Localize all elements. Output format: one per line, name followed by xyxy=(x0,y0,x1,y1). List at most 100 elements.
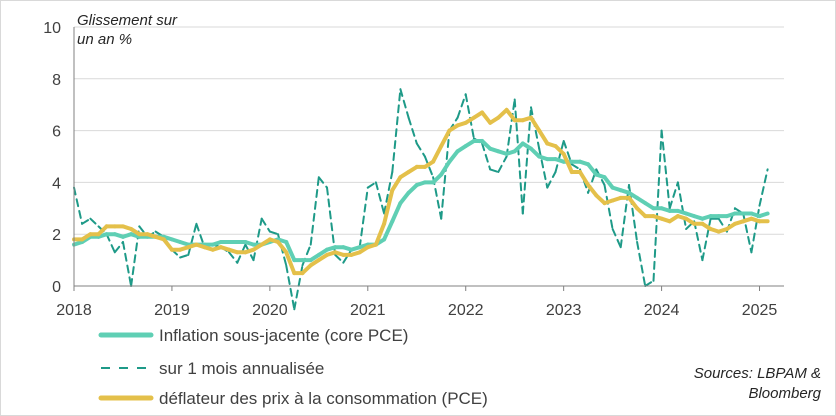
series-1-segment xyxy=(758,168,769,207)
series-layer xyxy=(72,88,770,311)
series-1-segment xyxy=(432,176,443,220)
series-1-segment xyxy=(260,217,271,233)
series-1-segment xyxy=(391,88,402,173)
series-1-segment xyxy=(73,186,84,225)
y-axis-label: un an % xyxy=(77,31,132,48)
series-1-segment xyxy=(481,142,492,171)
series-2-segment xyxy=(373,221,387,247)
series-2-segment xyxy=(537,128,550,146)
series-1-segment xyxy=(358,186,369,249)
legend-label-1: sur 1 mois annualisée xyxy=(159,359,324,378)
series-1-segment xyxy=(366,181,377,189)
series-1-segment xyxy=(301,243,312,267)
series-1-segment xyxy=(456,93,467,119)
series-1-segment xyxy=(415,142,426,158)
series-1-segment xyxy=(464,93,475,140)
y-tick-label: 8 xyxy=(52,72,61,89)
y-tick-label: 2 xyxy=(52,227,61,244)
x-tick-label: 2021 xyxy=(350,302,386,319)
series-2-segment xyxy=(529,115,542,133)
series-2-segment xyxy=(504,107,517,123)
series-1-segment xyxy=(546,171,557,189)
source-line: Bloomberg xyxy=(748,385,821,402)
series-1-segment xyxy=(644,279,655,287)
series-1-segment xyxy=(530,106,541,150)
series-1-segment xyxy=(81,217,92,225)
source-line: Sources: LBPAM & xyxy=(694,365,821,382)
series-1-segment xyxy=(652,129,663,282)
series-1-segment xyxy=(489,168,500,173)
series-2-segment xyxy=(578,170,591,187)
series-1-segment xyxy=(113,241,124,254)
series-1-segment xyxy=(750,204,761,254)
gridlines xyxy=(74,26,784,235)
series-1-segment xyxy=(407,116,418,145)
source-note: Sources: LBPAM & Bloomberg xyxy=(694,365,822,402)
series-1-segment xyxy=(734,207,745,215)
series-1-segment xyxy=(309,176,320,246)
series-0-segment xyxy=(447,149,460,164)
series-1-segment xyxy=(383,171,394,215)
series-1-segment xyxy=(505,98,516,158)
series-2-segment xyxy=(561,151,574,174)
series-2-segment xyxy=(382,188,395,226)
series-1-segment xyxy=(619,184,630,249)
series-1-segment xyxy=(685,220,696,230)
series-1-segment xyxy=(285,264,296,311)
x-tick-label: 2020 xyxy=(252,302,288,319)
axes: 0 2 4 6 8 10 2018 2019 2020 2021 2022 2023 2024 2025 G… xyxy=(43,12,784,319)
series-1-segment xyxy=(179,253,190,259)
series-2-segment xyxy=(276,240,289,255)
series-2-segment xyxy=(161,237,174,252)
series-2-segment xyxy=(390,175,403,193)
series-1-segment xyxy=(334,253,345,264)
series-1-segment xyxy=(317,176,328,189)
series-1-segment xyxy=(195,222,206,249)
series-0-segment xyxy=(382,219,395,242)
series-1-segment xyxy=(105,233,116,254)
x-tick-label: 2025 xyxy=(742,302,778,319)
x-tick-label: 2018 xyxy=(56,302,92,319)
series-2-segment xyxy=(480,110,493,125)
x-tick-label: 2022 xyxy=(448,302,484,319)
series-1-segment xyxy=(268,230,279,236)
series-1-segment xyxy=(603,184,614,230)
series-1-segment xyxy=(423,155,435,179)
series-1-segment xyxy=(562,140,573,166)
legend: Inflation sous-jacente (core PCE) sur 1 m… xyxy=(98,326,488,408)
series-2-segment xyxy=(627,195,640,211)
series-1-segment xyxy=(187,222,198,256)
series-2-segment xyxy=(439,128,452,149)
series-1-segment xyxy=(228,251,239,264)
series-1-segment xyxy=(628,184,639,243)
series-2-segment xyxy=(284,250,297,276)
series-1 xyxy=(73,88,769,311)
x-tick-label: 2019 xyxy=(154,302,190,319)
y-tick-label: 10 xyxy=(43,20,61,37)
legend-label-0: Inflation sous-jacente (core PCE) xyxy=(159,326,408,345)
x-tick-label: 2024 xyxy=(644,302,680,319)
series-1-segment xyxy=(138,225,149,238)
series-1-segment xyxy=(538,147,549,189)
y-axis-label: Glissement sur xyxy=(77,12,178,29)
series-1-segment xyxy=(252,217,263,262)
series-1-segment xyxy=(521,106,532,215)
series-1-segment xyxy=(122,241,133,287)
series-1-segment xyxy=(554,140,565,173)
series-1-segment xyxy=(89,217,100,228)
series-1-segment xyxy=(440,129,451,220)
series-0-segment xyxy=(439,159,452,177)
series-1-segment xyxy=(660,129,671,210)
series-1-segment xyxy=(154,230,165,238)
series-2-segment xyxy=(586,183,599,198)
y-tick-label: 4 xyxy=(52,175,61,192)
series-1-segment xyxy=(668,181,679,210)
series-1-segment xyxy=(244,243,255,262)
series-1-segment xyxy=(374,181,386,215)
legend-label-2: déflateur des prix à la consommation (PC… xyxy=(159,389,488,408)
series-1-segment xyxy=(570,163,581,171)
series-1-segment xyxy=(595,168,606,186)
series-1-segment xyxy=(497,155,508,173)
series-2-segment xyxy=(431,144,444,164)
